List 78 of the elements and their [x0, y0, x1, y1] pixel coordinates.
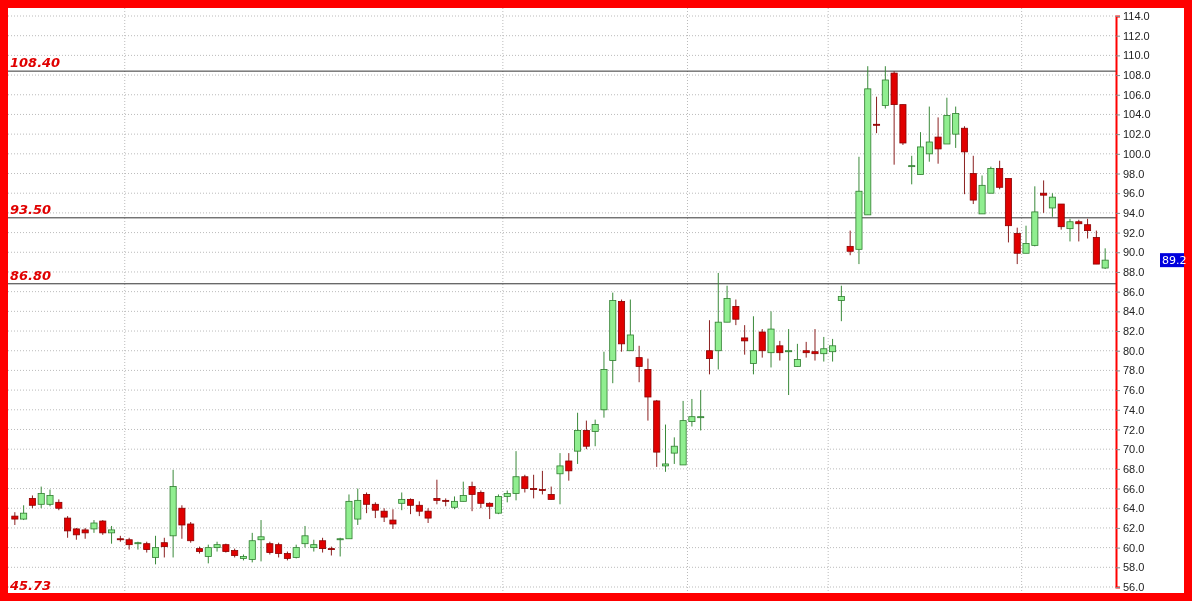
y-tick-label: 80.0: [1123, 344, 1145, 357]
y-tick-label: 66.0: [1123, 482, 1145, 495]
candlestick: [565, 452, 573, 482]
y-tick-label: 110.0: [1123, 49, 1150, 62]
candlestick: [776, 340, 784, 362]
candlestick: [574, 412, 582, 465]
candlestick: [389, 508, 397, 530]
candlestick: [635, 345, 643, 383]
y-tick-label: 98.0: [1123, 167, 1145, 180]
candlestick: [732, 299, 740, 326]
y-tick-label: 108.0: [1123, 69, 1151, 82]
candlestick: [961, 125, 968, 195]
y-tick-label: 86.0: [1123, 285, 1145, 298]
candlestick: [380, 507, 388, 523]
candlestick: [1040, 179, 1048, 214]
candlestick: [248, 532, 256, 563]
ref-line-label: 86.80: [10, 267, 52, 283]
y-tick-label: 96.0: [1123, 187, 1145, 200]
candlestick: [996, 160, 1004, 190]
y-tick-label: 100.0: [1123, 147, 1151, 160]
candlestick: [908, 155, 916, 185]
y-tick-label: 56.0: [1123, 581, 1145, 594]
y-tick-label: 106.0: [1123, 88, 1151, 101]
candlestick: [662, 424, 669, 473]
candlestick: [934, 116, 942, 165]
y-tick-label: 88.0: [1123, 265, 1145, 278]
y-tick-label: 60.0: [1123, 541, 1145, 554]
y-tick-label: 104.0: [1123, 108, 1151, 121]
candlestick: [767, 310, 775, 368]
y-tick-label: 62.0: [1123, 521, 1145, 534]
y-tick-label: 82.0: [1123, 325, 1145, 338]
y-tick-label: 90.0: [1123, 246, 1145, 259]
y-tick-label: 92.0: [1123, 226, 1145, 239]
candlestick: [749, 315, 757, 375]
candlestick: [1013, 227, 1021, 265]
candlestick: [741, 324, 749, 356]
candlestick: [846, 230, 854, 256]
y-tick-label: 72.0: [1123, 423, 1145, 436]
candlestick: [152, 535, 159, 565]
y-tick-label: 64.0: [1123, 502, 1145, 515]
candlestick: [257, 519, 265, 562]
candlestick: [873, 96, 881, 134]
candlestick: [538, 470, 546, 495]
y-tick-label: 102.0: [1123, 128, 1151, 141]
candlestick: [758, 328, 766, 359]
y-tick-label: 84.0: [1123, 305, 1145, 318]
annotation: 45.73: [9, 578, 52, 593]
candlestick: [591, 419, 599, 447]
candlestick: [626, 299, 634, 352]
y-tick-label: 68.0: [1123, 462, 1145, 475]
candlestick: [582, 420, 590, 450]
ref-line-label: 93.50: [10, 201, 52, 217]
candlestick: [134, 541, 142, 551]
y-tick-label: 112.0: [1123, 29, 1150, 42]
candlestick: [1075, 219, 1083, 242]
candlestick: [1057, 203, 1065, 231]
y-tick-label: 70.0: [1123, 443, 1145, 456]
candlestick: [1084, 218, 1092, 239]
candlestick: [706, 319, 713, 375]
y-tick-label: 58.0: [1123, 561, 1145, 574]
candlestick: [785, 328, 793, 396]
candlestick: [301, 525, 309, 549]
candlestick: [160, 537, 168, 558]
ref-line-label: 108.40: [10, 55, 61, 71]
candlestick: [64, 515, 72, 539]
candlestick: [925, 106, 933, 163]
y-tick-label: 78.0: [1123, 364, 1145, 377]
candlestick: [837, 285, 845, 322]
candlestick: [793, 343, 801, 367]
candlestick: [1066, 218, 1074, 242]
y-tick-label: 114.0: [1123, 10, 1150, 23]
y-tick-label: 76.0: [1123, 384, 1145, 397]
candlestick: [1048, 192, 1056, 218]
candlestick: [459, 481, 467, 502]
candlestick: [363, 491, 371, 514]
y-tick-label: 94.0: [1123, 206, 1145, 219]
y-tick-label: 74.0: [1123, 403, 1145, 416]
candlestick: [556, 452, 564, 505]
